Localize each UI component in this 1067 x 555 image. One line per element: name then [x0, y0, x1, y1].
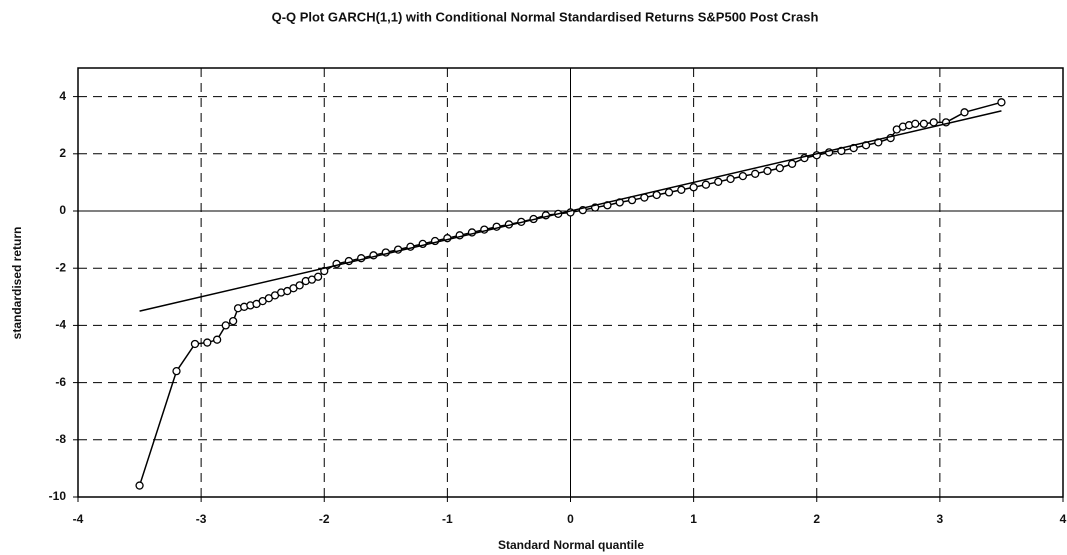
- x-tick-label: -4: [73, 512, 84, 526]
- point: [751, 169, 760, 178]
- point: [911, 119, 920, 128]
- point: [652, 190, 661, 200]
- point: [960, 108, 969, 117]
- x-tick-label: 1: [690, 512, 697, 526]
- point: [190, 339, 200, 349]
- point: [714, 177, 723, 186]
- point: [313, 272, 323, 281]
- point: [738, 171, 748, 181]
- x-tick-label: 2: [813, 512, 820, 526]
- y-tick-label: -6: [55, 375, 66, 389]
- point: [203, 338, 212, 347]
- point: [701, 180, 711, 189]
- y-tick-label: 4: [59, 89, 66, 103]
- point: [775, 163, 784, 173]
- point: [228, 316, 238, 326]
- point: [677, 185, 686, 194]
- x-tick-label: 4: [1060, 512, 1067, 526]
- y-tick-label: 0: [59, 203, 66, 217]
- point: [295, 281, 304, 290]
- point: [787, 159, 797, 168]
- series-line: [139, 110, 1002, 312]
- plot-frame: [77, 67, 1064, 498]
- point: [664, 188, 674, 197]
- point: [221, 321, 230, 330]
- point: [726, 174, 735, 184]
- x-tick-label: -2: [319, 512, 330, 526]
- y-tick-label: -2: [55, 260, 66, 274]
- y-tick-label: -10: [49, 489, 67, 503]
- chart-title: Q-Q Plot GARCH(1,1) with Conditional Nor…: [272, 9, 819, 24]
- y-axis-label: standardised return: [10, 227, 24, 340]
- y-tick-label: -8: [55, 432, 66, 446]
- point: [997, 98, 1006, 107]
- point: [919, 119, 929, 128]
- point: [212, 335, 222, 344]
- point: [135, 481, 144, 490]
- x-tick-label: 0: [567, 512, 574, 526]
- y-tick-label: 2: [59, 146, 66, 160]
- point: [929, 118, 938, 127]
- x-tick-label: 3: [937, 512, 944, 526]
- x-axis-label: Standard Normal quantile: [498, 538, 644, 552]
- point: [763, 166, 772, 176]
- point: [689, 183, 698, 192]
- x-tick-label: -3: [196, 512, 207, 526]
- x-tick-label: -1: [442, 512, 453, 526]
- y-tick-label: -4: [55, 318, 66, 332]
- point: [172, 367, 181, 376]
